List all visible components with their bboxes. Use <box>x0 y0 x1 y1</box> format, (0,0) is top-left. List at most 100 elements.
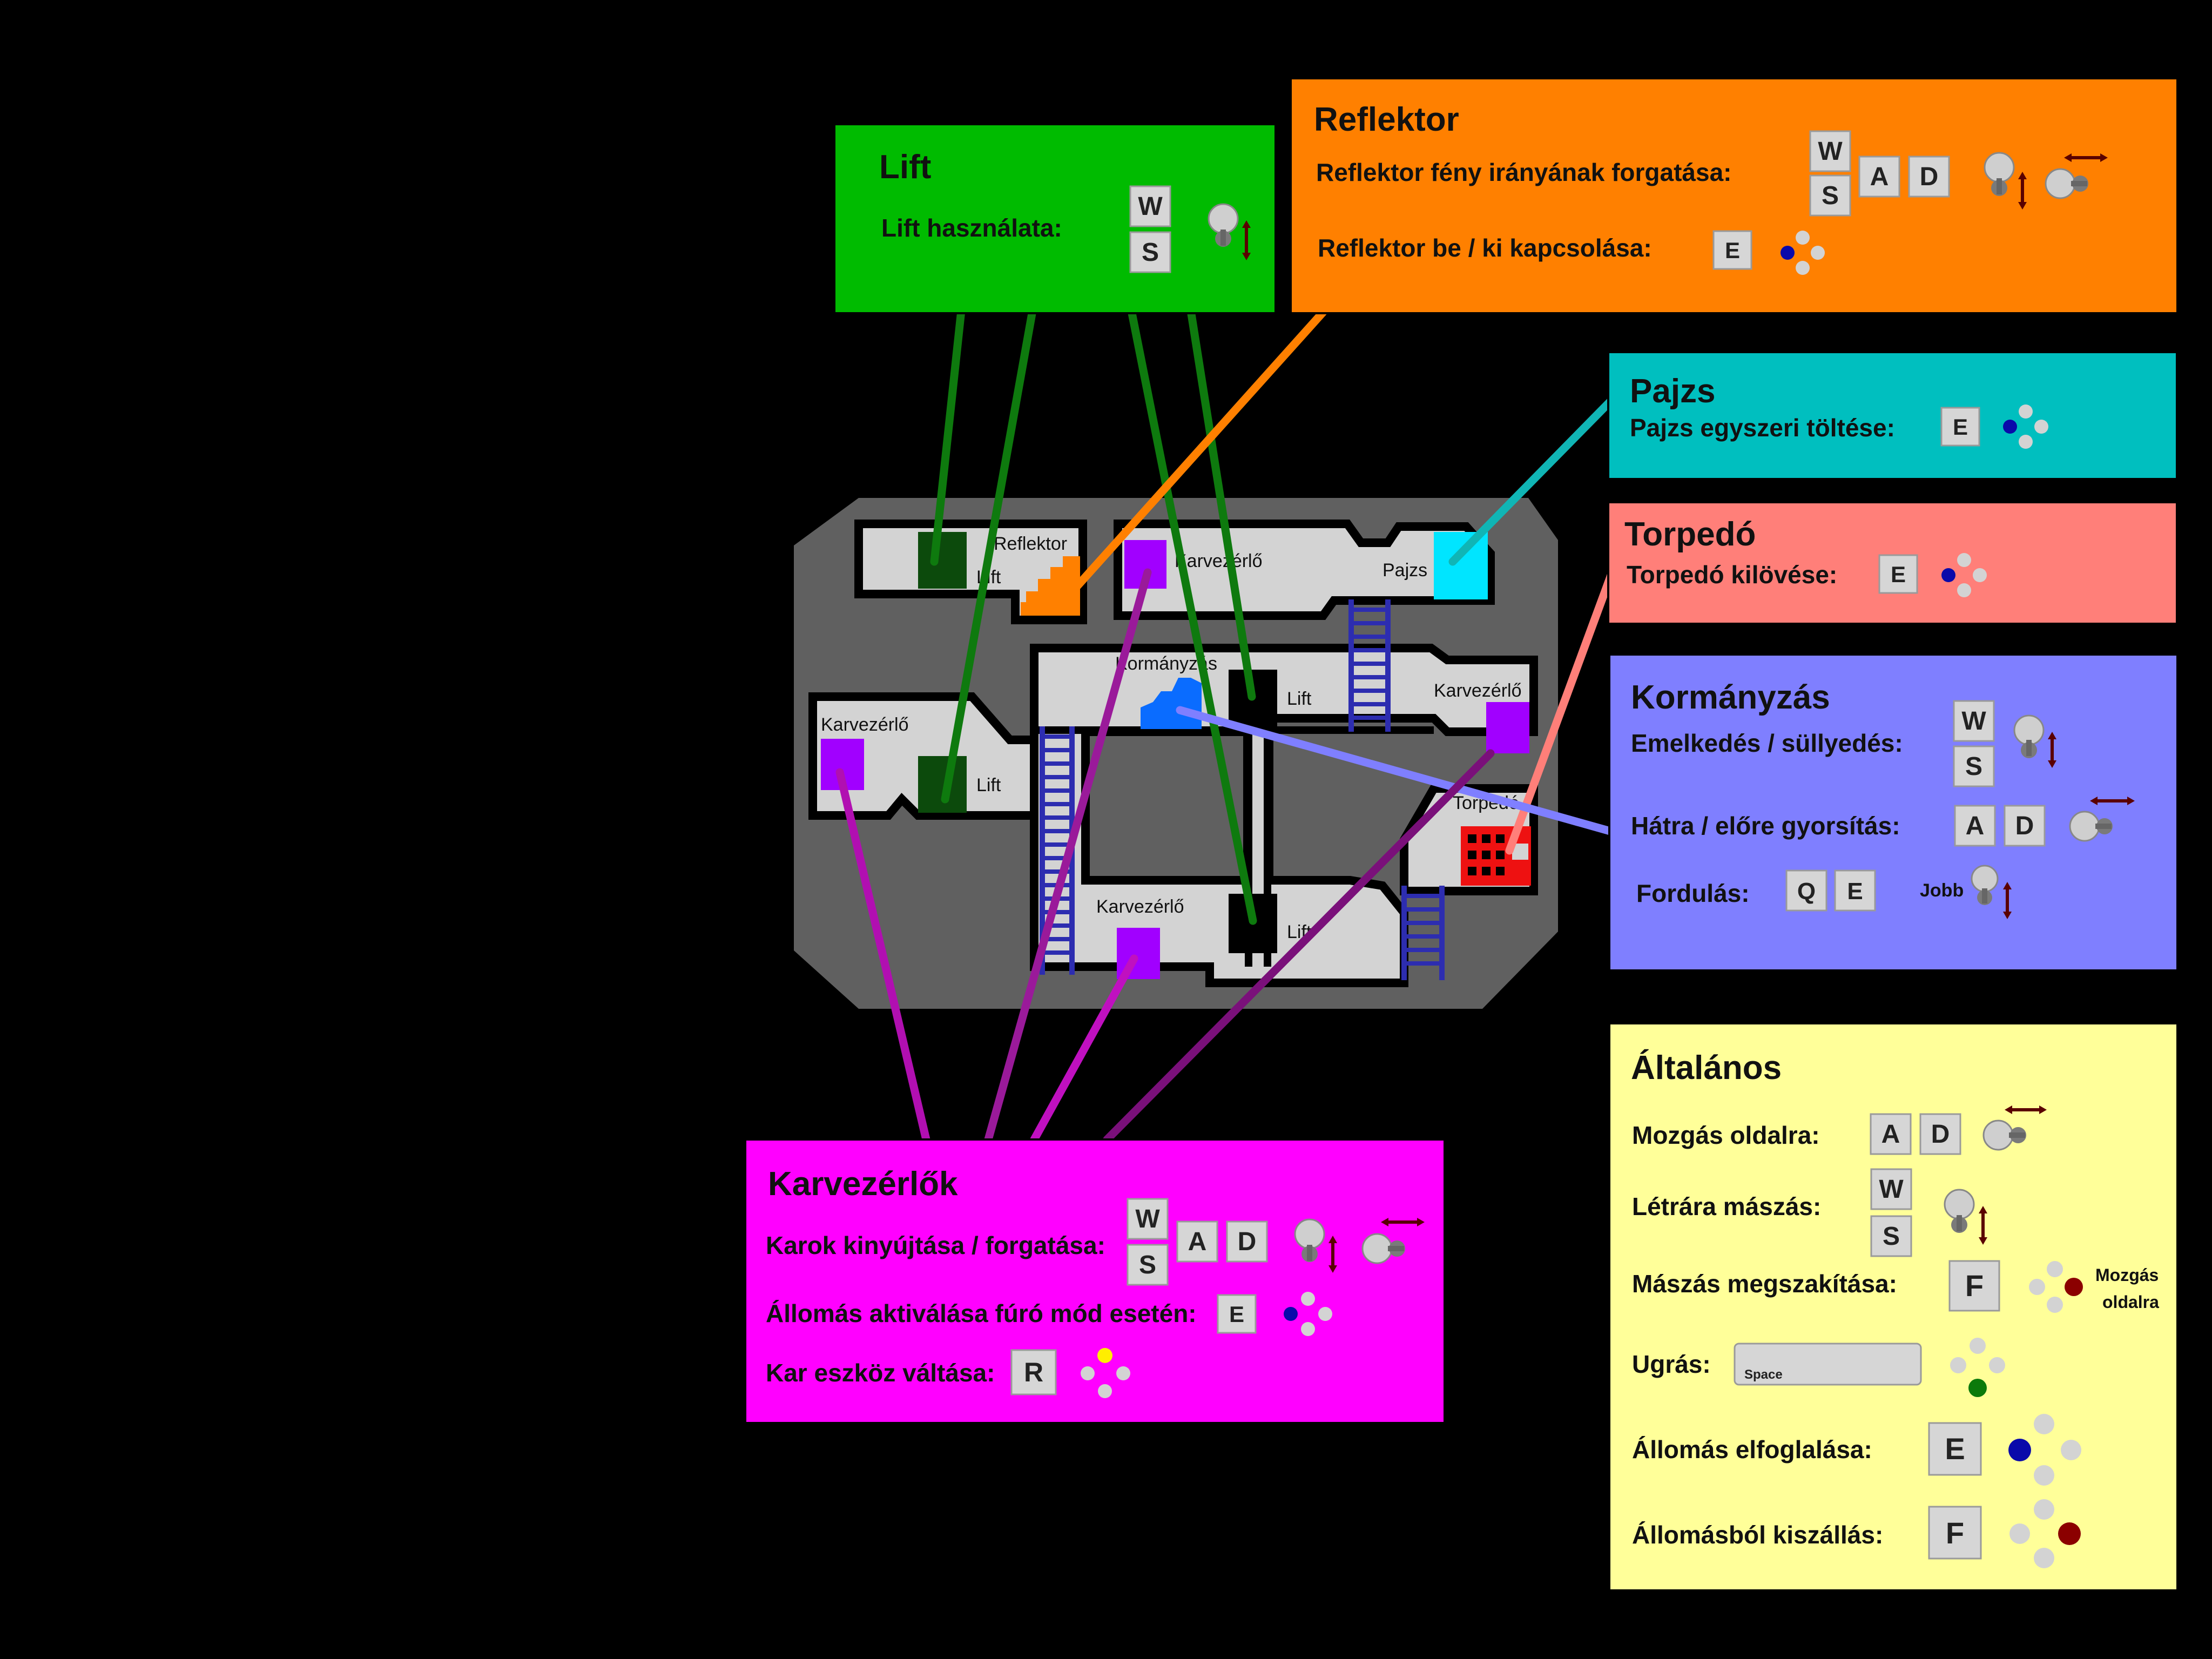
svg-text:S: S <box>1139 1251 1156 1279</box>
left-stick-horizontal-icon <box>1982 1105 2047 1151</box>
connector-lift-3 <box>1127 306 1257 925</box>
gamepad-face-buttons-icon <box>2029 1261 2083 1313</box>
connector-lift-2 <box>941 306 1037 804</box>
submarine-map: Reflektor Lift Karvezérlő Pajzs Kormányz… <box>794 498 1558 1009</box>
pajzs-title: Pajzs <box>1630 373 1716 410</box>
svg-text:D: D <box>1920 163 1939 191</box>
left-stick-horizontal-icon <box>2045 153 2108 199</box>
station-lift-left <box>918 756 967 813</box>
key-w: W <box>1127 1198 1169 1240</box>
key-e: E <box>1940 407 1980 447</box>
key-e: E <box>1834 869 1876 912</box>
room-label-karvezerlo-right: Karvezérlő <box>1434 680 1522 701</box>
station-kormanyzas <box>1141 678 1202 729</box>
key-a: A <box>1954 805 1996 847</box>
left-stick-horizontal-icon <box>2069 797 2135 842</box>
station-pajzs <box>1434 532 1488 599</box>
karvezerlok-row3-label: Kar eszköz váltása: <box>766 1359 995 1387</box>
key-w: W <box>1809 130 1851 172</box>
altalanos-row5-label: Állomás elfoglalása: <box>1632 1435 1872 1464</box>
svg-text:Q: Q <box>1797 878 1816 905</box>
wall-horizontal-mid <box>1034 726 1434 734</box>
key-space: Space <box>1734 1343 1922 1386</box>
altalanos-title: Általános <box>1631 1049 1782 1087</box>
station-karvezerlo-right <box>1486 702 1529 753</box>
altalanos-row2-label: Létrára mászás: <box>1632 1192 1821 1220</box>
key-e: E <box>1712 230 1752 270</box>
altalanos-row4-label: Ugrás: <box>1632 1350 1711 1378</box>
kormanyzas-row2-label: Hátra / előre gyorsítás: <box>1631 812 1900 840</box>
left-stick-vertical-icon <box>1208 203 1251 260</box>
connector-karvezerlo-2 <box>984 568 1152 1144</box>
svg-text:S: S <box>1142 238 1159 267</box>
altalanos-row1-label: Mozgás oldalra: <box>1632 1121 1820 1149</box>
svg-text:Space: Space <box>1744 1367 1783 1382</box>
panel-pajzs: Pajzs Pajzs egyszeri töltése: E <box>1607 351 2178 480</box>
key-a: A <box>1870 1113 1912 1155</box>
altalanos-row3-label: Mászás megszakítása: <box>1632 1270 1897 1298</box>
panel-karvezerlok: Karvezérlők Karok kinyújtása / forgatása… <box>744 1138 1446 1424</box>
ladder-top-right <box>1348 599 1391 732</box>
torpedo-row1-label: Torpedó kilövése: <box>1627 561 1837 589</box>
svg-text:W: W <box>1138 192 1163 221</box>
gamepad-face-buttons-icon <box>2009 1499 2081 1568</box>
connector-lift-4 <box>1186 306 1256 701</box>
gamepad-face-buttons-icon <box>1781 231 1825 275</box>
panel-altalanos: Általános Mozgás oldalra: A D Létrára má… <box>1608 1022 2179 1591</box>
connector-kormanyzas <box>1176 706 1616 836</box>
key-s: S <box>1809 174 1851 217</box>
station-reflector <box>1021 556 1080 616</box>
gamepad-face-buttons-icon <box>2003 404 2048 449</box>
altalanos-row6-label: Állomásból kiszállás: <box>1632 1521 1883 1549</box>
room-label-karvezerlo-left: Karvezérlő <box>821 714 909 735</box>
svg-text:E: E <box>1945 1432 1965 1466</box>
svg-text:E: E <box>1953 414 1968 440</box>
key-s: S <box>1127 1244 1169 1286</box>
key-w: W <box>1129 185 1171 227</box>
svg-text:E: E <box>1725 238 1740 263</box>
room-label-lift-mid: Lift <box>1287 689 1312 709</box>
right-stick-horizontal-icon <box>1361 1218 1425 1264</box>
pajzs-row1-label: Pajzs egyszeri töltése: <box>1630 414 1895 442</box>
gamepad-face-buttons-icon <box>1941 553 1987 597</box>
altalanos-row3-note2: oldalra <box>2102 1292 2159 1312</box>
key-e: E <box>1217 1294 1257 1334</box>
gamepad-face-buttons-icon <box>2008 1414 2081 1486</box>
panel-reflektor: Reflektor Reflektor fény irányának forga… <box>1290 77 2179 314</box>
lift-title: Lift <box>879 149 931 186</box>
svg-text:E: E <box>1229 1301 1244 1327</box>
left-stick-vertical-icon <box>1294 1218 1337 1273</box>
left-stick-vertical-icon <box>1944 1189 1987 1245</box>
svg-text:S: S <box>1965 752 1982 781</box>
station-lift-top-left <box>918 532 967 589</box>
key-f: F <box>1948 1260 2000 1312</box>
key-w: W <box>1953 700 1995 742</box>
key-d: D <box>1908 156 1950 198</box>
svg-text:F: F <box>1946 1516 1964 1550</box>
key-e: E <box>1928 1422 1982 1476</box>
altalanos-row3-note1: Mozgás <box>2095 1265 2159 1285</box>
lift-row1-label: Lift használata: <box>881 214 1062 242</box>
svg-text:D: D <box>2015 812 2034 840</box>
room-label-pajzs: Pajzs <box>1382 560 1427 581</box>
svg-text:S: S <box>1883 1222 1900 1251</box>
connector-karvezerlo-4 <box>1103 749 1495 1144</box>
torpedo-grid <box>1468 834 1505 875</box>
panel-lift: Lift Lift használata: W S <box>833 123 1277 314</box>
kormanyzas-row1-label: Emelkedés / süllyedés: <box>1631 729 1903 757</box>
svg-text:D: D <box>1931 1120 1950 1149</box>
key-s: S <box>1953 745 1995 787</box>
svg-text:R: R <box>1024 1357 1043 1387</box>
svg-text:A: A <box>1881 1120 1900 1149</box>
svg-text:A: A <box>1188 1228 1207 1256</box>
kormanyzas-row3-label: Fordulás: <box>1636 879 1750 907</box>
karvezerlok-row2-label: Állomás aktiválása fúró mód esetén: <box>766 1299 1197 1327</box>
key-a: A <box>1176 1220 1218 1263</box>
karvezerlok-row1-label: Karok kinyújtása / forgatása: <box>766 1231 1105 1259</box>
key-s: S <box>1870 1215 1912 1257</box>
svg-text:W: W <box>1818 137 1843 166</box>
room-label-karvezerlo-bottom: Karvezérlő <box>1096 896 1184 917</box>
left-stick-vertical-icon <box>1984 152 2027 210</box>
key-r: R <box>1010 1349 1057 1395</box>
